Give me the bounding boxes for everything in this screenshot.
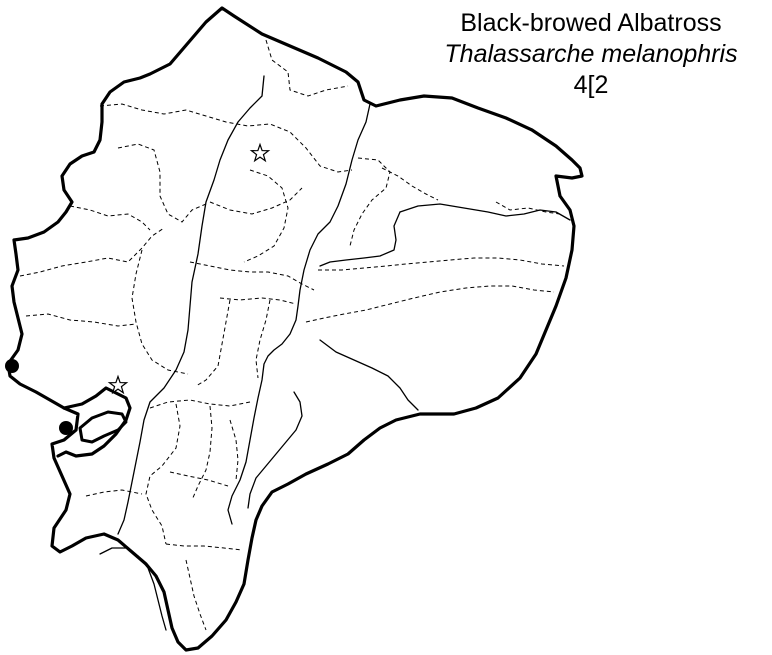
province-boundary <box>185 559 207 631</box>
record-dot <box>5 359 19 373</box>
gulf-coast <box>56 386 132 458</box>
southern-contour <box>99 547 167 631</box>
country-outline <box>6 6 584 652</box>
province-boundary <box>305 285 555 323</box>
record-star <box>249 142 271 163</box>
province-boundary <box>19 227 165 277</box>
province-boundary <box>255 299 271 379</box>
province-boundary <box>191 405 213 501</box>
species-code: 4[2 <box>573 71 609 99</box>
amazon-river <box>399 203 571 221</box>
province-boundary <box>25 313 137 327</box>
province-boundary <box>165 543 243 551</box>
province-boundary <box>149 399 251 409</box>
record-dot <box>59 421 73 435</box>
province-boundary <box>219 297 297 305</box>
andes-west-contour <box>117 75 265 535</box>
province-boundary <box>243 169 289 263</box>
province-boundary <box>195 299 231 387</box>
province-boundary <box>318 257 565 271</box>
map-legend: Black-browed Albatross Thalassarche mela… <box>410 8 772 101</box>
province-boundary <box>131 249 189 375</box>
province-boundary <box>209 187 303 215</box>
province-boundary <box>99 103 353 173</box>
andes-inner-contour <box>247 391 303 509</box>
andes-east-contour <box>227 103 371 525</box>
province-boundary <box>85 489 143 497</box>
province-boundary <box>189 261 315 291</box>
province-boundary <box>229 419 239 481</box>
province-boundary <box>265 39 349 97</box>
province-boundary <box>349 157 391 247</box>
species-common-name: Black-browed Albatross <box>460 9 722 37</box>
province-boundary <box>381 167 439 201</box>
amazon-river-south <box>319 339 419 411</box>
species-scientific-name: Thalassarche melanophris <box>444 40 738 68</box>
province-boundary <box>117 143 207 223</box>
province-boundary <box>145 403 181 545</box>
amazon-river-branch <box>319 211 401 267</box>
province-boundary <box>495 201 561 215</box>
province-boundaries <box>19 39 565 631</box>
province-boundary <box>169 471 229 487</box>
province-boundary <box>69 205 151 231</box>
record-star <box>107 374 129 395</box>
